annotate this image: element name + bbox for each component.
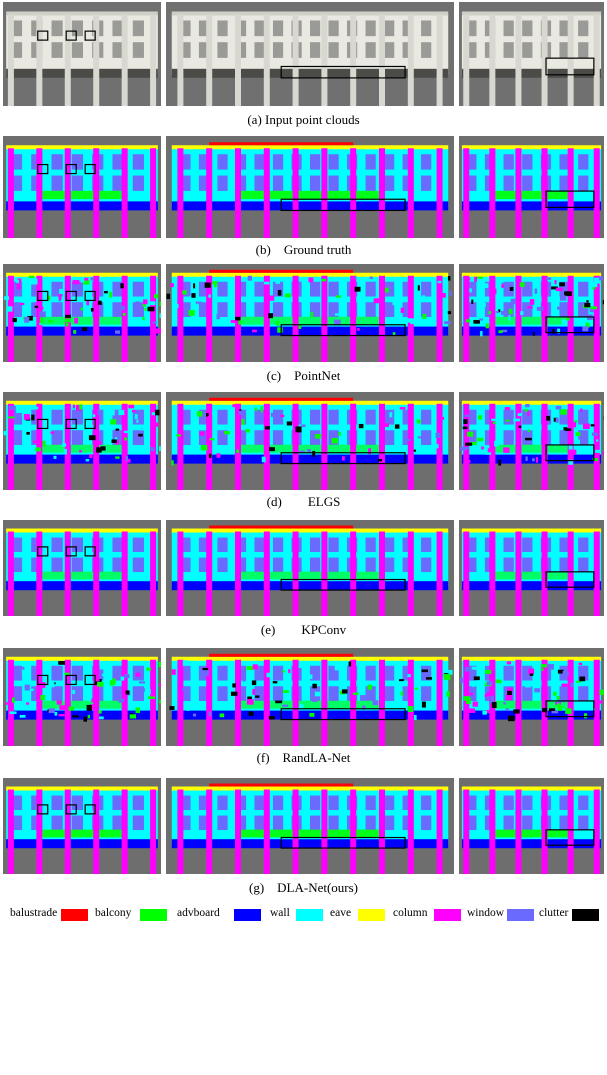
kpconv-panel [3, 520, 161, 616]
legend-label: eave [330, 907, 352, 919]
facade-rendering [3, 648, 161, 746]
dla-panel [459, 778, 604, 874]
facade-rendering [459, 648, 604, 746]
pointnet-panel [166, 264, 454, 362]
class-legend: balustrade balcony advboard wall eave co… [0, 906, 607, 924]
caption-pointnet: (c) PointNet [266, 368, 341, 383]
caption-randla-net: (f) RandLA-Net [256, 750, 351, 765]
randla-panel [459, 648, 604, 746]
kpconv-panel [459, 520, 604, 616]
legend-swatch [572, 909, 599, 921]
legend-label: column [393, 907, 428, 919]
facade-rendering [459, 136, 604, 238]
pointnet-panel [3, 264, 161, 362]
caption-input: (a) Input point clouds [247, 112, 360, 127]
facade-rendering [459, 264, 604, 362]
input-panel [166, 2, 454, 106]
input-panel [3, 2, 161, 106]
legend-swatch [358, 909, 385, 921]
caption-dla-net: (g) DLA-Net(ours) [248, 880, 359, 895]
randla-panel [3, 648, 161, 746]
facade-rendering [3, 264, 161, 362]
facade-rendering [166, 264, 454, 362]
gt-panel [3, 136, 161, 238]
facade-rendering [166, 136, 454, 238]
input-panel [459, 2, 604, 106]
legend-swatch [61, 909, 88, 921]
elgs-panel [166, 392, 454, 490]
legend-swatch [234, 909, 261, 921]
caption-ground-truth: (b) Ground truth [255, 242, 352, 257]
facade-rendering [166, 520, 454, 616]
gt-panel [166, 136, 454, 238]
legend-label: balustrade [10, 907, 58, 919]
elgs-panel [459, 392, 604, 490]
legend-swatch [507, 909, 534, 921]
legend-label: advboard [177, 907, 220, 919]
randla-panel [166, 648, 454, 746]
legend-label: window [467, 907, 505, 919]
facade-rendering [166, 392, 454, 490]
caption-kpconv: (e) KPConv [260, 622, 347, 637]
facade-rendering [166, 2, 454, 106]
facade-rendering [166, 648, 454, 746]
elgs-panel [3, 392, 161, 490]
facade-rendering [459, 778, 604, 874]
dla-panel [3, 778, 161, 874]
dla-panel [166, 778, 454, 874]
legend-label: wall [270, 907, 290, 919]
legend-label: clutter [539, 907, 569, 919]
legend-label: balcony [95, 907, 132, 919]
pointnet-panel [459, 264, 604, 362]
legend-swatch [140, 909, 167, 921]
facade-rendering [459, 2, 604, 106]
legend-swatch [296, 909, 323, 921]
facade-rendering [3, 2, 161, 106]
facade-rendering [166, 778, 454, 874]
facade-rendering [3, 136, 161, 238]
facade-rendering [459, 520, 604, 616]
facade-rendering [3, 520, 161, 616]
facade-rendering [3, 392, 161, 490]
gt-panel [459, 136, 604, 238]
caption-elgs: (d) ELGS [266, 494, 341, 509]
facade-rendering [459, 392, 604, 490]
legend-swatch [434, 909, 461, 921]
facade-rendering [3, 778, 161, 874]
kpconv-panel [166, 520, 454, 616]
